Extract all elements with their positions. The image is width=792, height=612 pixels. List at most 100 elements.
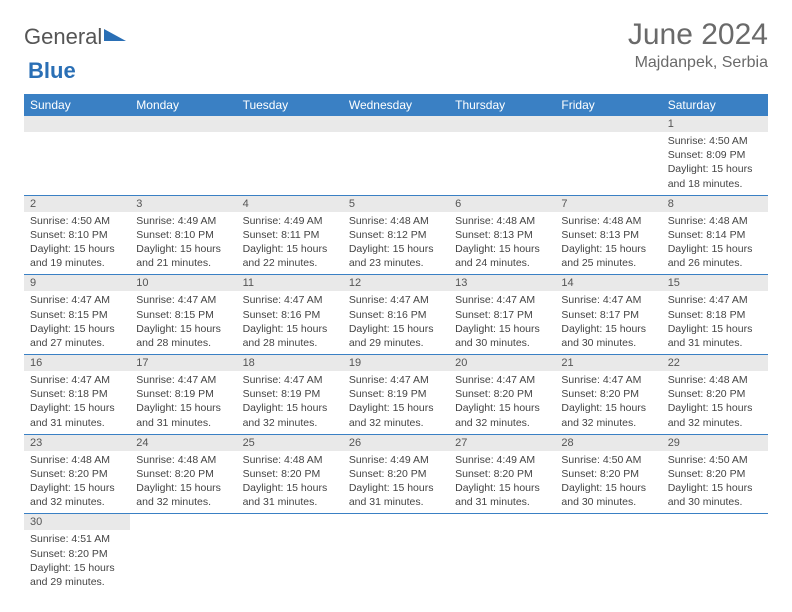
calendar-cell: 23Sunrise: 4:48 AMSunset: 8:20 PMDayligh… [24,434,130,514]
calendar-row: 30Sunrise: 4:51 AMSunset: 8:20 PMDayligh… [24,514,768,593]
day-number: 9 [24,275,130,291]
weekday-header: Saturday [662,94,768,116]
calendar-cell: 20Sunrise: 4:47 AMSunset: 8:20 PMDayligh… [449,355,555,435]
day-number: 16 [24,355,130,371]
calendar-cell: 4Sunrise: 4:49 AMSunset: 8:11 PMDaylight… [237,195,343,275]
calendar-cell: 26Sunrise: 4:49 AMSunset: 8:20 PMDayligh… [343,434,449,514]
calendar-cell [24,116,130,195]
day-details: Sunrise: 4:49 AMSunset: 8:20 PMDaylight:… [449,451,555,514]
day-details: Sunrise: 4:48 AMSunset: 8:13 PMDaylight:… [449,212,555,275]
weekday-header-row: SundayMondayTuesdayWednesdayThursdayFrid… [24,94,768,116]
day-number: 29 [662,435,768,451]
day-number: 20 [449,355,555,371]
calendar-cell [555,514,661,593]
day-number: 28 [555,435,661,451]
calendar-cell [237,514,343,593]
day-details: Sunrise: 4:50 AMSunset: 8:20 PMDaylight:… [555,451,661,514]
calendar-cell: 30Sunrise: 4:51 AMSunset: 8:20 PMDayligh… [24,514,130,593]
day-details: Sunrise: 4:48 AMSunset: 8:14 PMDaylight:… [662,212,768,275]
day-number: 18 [237,355,343,371]
day-number: 23 [24,435,130,451]
calendar-cell: 10Sunrise: 4:47 AMSunset: 8:15 PMDayligh… [130,275,236,355]
logo: General [24,24,126,50]
day-number: 3 [130,196,236,212]
calendar-cell: 18Sunrise: 4:47 AMSunset: 8:19 PMDayligh… [237,355,343,435]
weekday-header: Friday [555,94,661,116]
day-details: Sunrise: 4:48 AMSunset: 8:20 PMDaylight:… [662,371,768,434]
calendar-cell: 12Sunrise: 4:47 AMSunset: 8:16 PMDayligh… [343,275,449,355]
calendar-cell [449,514,555,593]
day-details: Sunrise: 4:48 AMSunset: 8:13 PMDaylight:… [555,212,661,275]
calendar-cell: 3Sunrise: 4:49 AMSunset: 8:10 PMDaylight… [130,195,236,275]
day-number: 1 [662,116,768,132]
weekday-header: Wednesday [343,94,449,116]
day-number: 21 [555,355,661,371]
calendar-cell [130,514,236,593]
day-number: 12 [343,275,449,291]
calendar-cell: 1Sunrise: 4:50 AMSunset: 8:09 PMDaylight… [662,116,768,195]
day-details: Sunrise: 4:47 AMSunset: 8:19 PMDaylight:… [130,371,236,434]
day-details: Sunrise: 4:47 AMSunset: 8:20 PMDaylight:… [555,371,661,434]
calendar-cell [662,514,768,593]
page-title: June 2024 [628,18,768,52]
empty-daynum [130,116,236,132]
day-details: Sunrise: 4:47 AMSunset: 8:15 PMDaylight:… [24,291,130,354]
day-details: Sunrise: 4:49 AMSunset: 8:10 PMDaylight:… [130,212,236,275]
calendar-cell: 9Sunrise: 4:47 AMSunset: 8:15 PMDaylight… [24,275,130,355]
logo-sail-icon [104,29,126,41]
day-details: Sunrise: 4:48 AMSunset: 8:20 PMDaylight:… [237,451,343,514]
day-details: Sunrise: 4:47 AMSunset: 8:18 PMDaylight:… [24,371,130,434]
day-number: 22 [662,355,768,371]
calendar-row: 2Sunrise: 4:50 AMSunset: 8:10 PMDaylight… [24,195,768,275]
day-number: 19 [343,355,449,371]
calendar-cell: 21Sunrise: 4:47 AMSunset: 8:20 PMDayligh… [555,355,661,435]
weekday-header: Sunday [24,94,130,116]
calendar-row: 1Sunrise: 4:50 AMSunset: 8:09 PMDaylight… [24,116,768,195]
calendar-cell [449,116,555,195]
day-number: 8 [662,196,768,212]
calendar-cell: 8Sunrise: 4:48 AMSunset: 8:14 PMDaylight… [662,195,768,275]
day-details: Sunrise: 4:48 AMSunset: 8:12 PMDaylight:… [343,212,449,275]
day-details: Sunrise: 4:47 AMSunset: 8:16 PMDaylight:… [343,291,449,354]
day-number: 24 [130,435,236,451]
calendar-row: 16Sunrise: 4:47 AMSunset: 8:18 PMDayligh… [24,355,768,435]
calendar-row: 9Sunrise: 4:47 AMSunset: 8:15 PMDaylight… [24,275,768,355]
day-number: 14 [555,275,661,291]
day-details: Sunrise: 4:50 AMSunset: 8:10 PMDaylight:… [24,212,130,275]
day-number: 13 [449,275,555,291]
calendar-cell: 19Sunrise: 4:47 AMSunset: 8:19 PMDayligh… [343,355,449,435]
calendar-cell: 13Sunrise: 4:47 AMSunset: 8:17 PMDayligh… [449,275,555,355]
calendar-cell [555,116,661,195]
calendar-cell [343,514,449,593]
day-details: Sunrise: 4:49 AMSunset: 8:20 PMDaylight:… [343,451,449,514]
empty-daynum [237,116,343,132]
empty-daynum [343,116,449,132]
calendar-cell [237,116,343,195]
day-number: 5 [343,196,449,212]
day-details: Sunrise: 4:49 AMSunset: 8:11 PMDaylight:… [237,212,343,275]
calendar-cell: 15Sunrise: 4:47 AMSunset: 8:18 PMDayligh… [662,275,768,355]
calendar-row: 23Sunrise: 4:48 AMSunset: 8:20 PMDayligh… [24,434,768,514]
day-number: 10 [130,275,236,291]
day-details: Sunrise: 4:48 AMSunset: 8:20 PMDaylight:… [24,451,130,514]
calendar-cell: 17Sunrise: 4:47 AMSunset: 8:19 PMDayligh… [130,355,236,435]
logo-text-1: General [24,24,102,50]
day-details: Sunrise: 4:51 AMSunset: 8:20 PMDaylight:… [24,530,130,593]
day-number: 6 [449,196,555,212]
calendar-cell: 25Sunrise: 4:48 AMSunset: 8:20 PMDayligh… [237,434,343,514]
calendar-cell: 27Sunrise: 4:49 AMSunset: 8:20 PMDayligh… [449,434,555,514]
calendar-cell [343,116,449,195]
calendar-cell [130,116,236,195]
calendar-cell: 7Sunrise: 4:48 AMSunset: 8:13 PMDaylight… [555,195,661,275]
weekday-header: Thursday [449,94,555,116]
day-number: 26 [343,435,449,451]
calendar-cell: 16Sunrise: 4:47 AMSunset: 8:18 PMDayligh… [24,355,130,435]
empty-daynum [449,116,555,132]
calendar-cell: 28Sunrise: 4:50 AMSunset: 8:20 PMDayligh… [555,434,661,514]
calendar-cell: 5Sunrise: 4:48 AMSunset: 8:12 PMDaylight… [343,195,449,275]
weekday-header: Tuesday [237,94,343,116]
day-number: 15 [662,275,768,291]
day-number: 25 [237,435,343,451]
day-number: 7 [555,196,661,212]
empty-daynum [24,116,130,132]
